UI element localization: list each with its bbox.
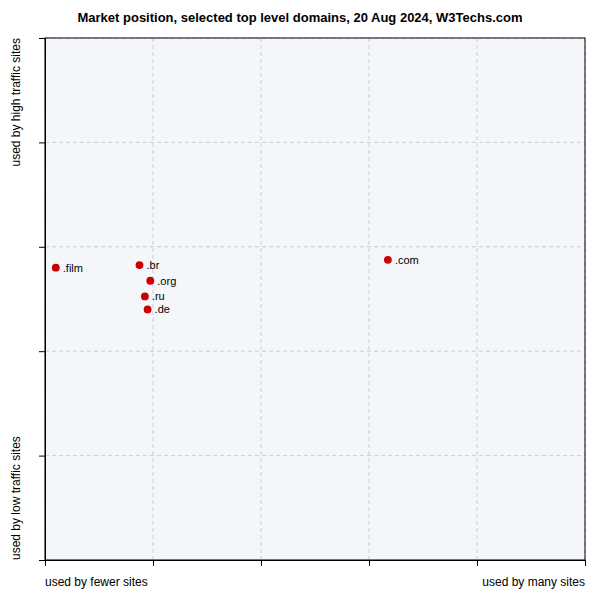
tick [585,560,586,566]
point-label: .ru [152,290,165,302]
x-label-left: used by fewer sites [45,575,148,589]
tick [45,560,46,566]
tick [477,560,478,566]
tick-mark [39,247,45,248]
point [384,256,392,264]
tick-mark [477,560,478,566]
grid-line-y [45,246,585,247]
points [52,256,392,313]
tick-mark [39,456,45,457]
point [146,277,154,285]
grid [45,38,585,560]
tick-mark [39,142,45,143]
tick-mark [45,560,46,566]
tick-mark [39,560,45,561]
y-label-bottom: used by low traffic sites [9,436,23,560]
tick-mark [261,560,262,566]
grid-line-x [477,38,478,560]
tick [39,560,45,561]
x-axis [46,560,586,566]
plot-area: .film .br .org .ru.de .com [39,38,586,566]
grid-line-x [261,38,262,560]
x-label-right: used by many sites [482,575,585,589]
point-label: .br [147,259,160,271]
tick-mark [585,560,586,566]
title: Market position, selected top level doma… [77,10,522,25]
plot-frame [45,38,585,560]
y-label-top: used by high traffic sites [9,38,23,167]
grid-line-x [369,38,370,560]
plot-background [45,38,585,560]
tick [369,560,370,566]
point-label: .com [395,254,419,266]
tick [39,247,45,248]
point [144,306,152,314]
grid-line-y [45,351,585,352]
point-label: .org [157,275,176,287]
chart: .film .br .org .ru.de .com Market position, s… [0,0,600,600]
tick-mark [153,560,154,566]
tick-mark [369,560,370,566]
point [136,261,144,269]
tick [153,560,154,566]
grid-line-y [45,455,585,456]
tick [39,38,45,39]
point-label: .film [63,262,83,274]
tick [39,351,45,352]
tick [39,142,45,143]
grid-line-y [45,142,585,143]
point-label: .de [155,303,170,315]
tick-mark [39,351,45,352]
tick [261,560,262,566]
point [141,292,149,300]
tick [39,456,45,457]
tick-mark [39,38,45,39]
point-labels: .film .br .org .ru.de .com [63,254,419,316]
point [52,264,60,272]
